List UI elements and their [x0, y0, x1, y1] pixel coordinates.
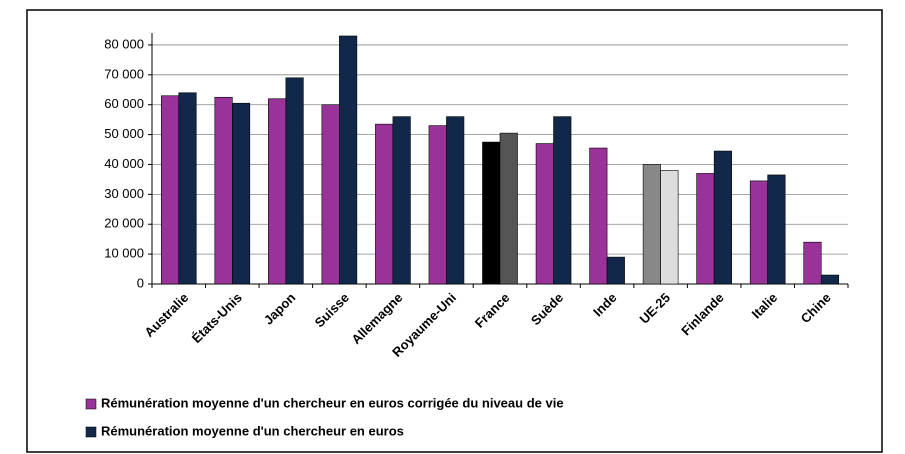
bar [214, 96, 233, 285]
bar [232, 102, 251, 285]
y-tick-label: 80 000 [104, 36, 144, 51]
legend-label: Rémunération moyenne d'un chercheur en e… [101, 423, 404, 438]
bar [428, 125, 447, 285]
bar [606, 256, 625, 285]
bar [375, 123, 394, 285]
y-tick-label: 60 000 [104, 96, 144, 111]
bar [499, 132, 518, 285]
bar [713, 150, 732, 285]
bar [482, 141, 501, 285]
bar [160, 95, 180, 285]
y-tick-label: 50 000 [104, 126, 144, 141]
bar [446, 116, 465, 285]
y-tick-label: 70 000 [104, 66, 144, 81]
bar [696, 173, 715, 285]
legend-swatch [85, 426, 97, 438]
y-tick-label: 20 000 [104, 216, 144, 231]
bar [321, 104, 340, 285]
bar [535, 143, 554, 285]
bar [642, 164, 661, 285]
bar [268, 98, 287, 285]
bar [285, 77, 304, 285]
bar [178, 92, 197, 285]
bar [660, 170, 679, 285]
y-tick-label: 30 000 [104, 186, 144, 201]
bar [553, 116, 572, 285]
bar [803, 241, 822, 285]
y-tick-label: 10 000 [104, 246, 144, 261]
bar [767, 174, 786, 285]
bar [820, 274, 840, 285]
y-tick-label: 0 [137, 275, 144, 290]
legend-label: Rémunération moyenne d'un chercheur en e… [101, 395, 564, 410]
legend-swatch [85, 398, 97, 410]
bar [392, 116, 411, 285]
y-tick-label: 40 000 [104, 156, 144, 171]
bar [589, 147, 608, 285]
bar [749, 180, 768, 285]
bar [339, 35, 358, 285]
